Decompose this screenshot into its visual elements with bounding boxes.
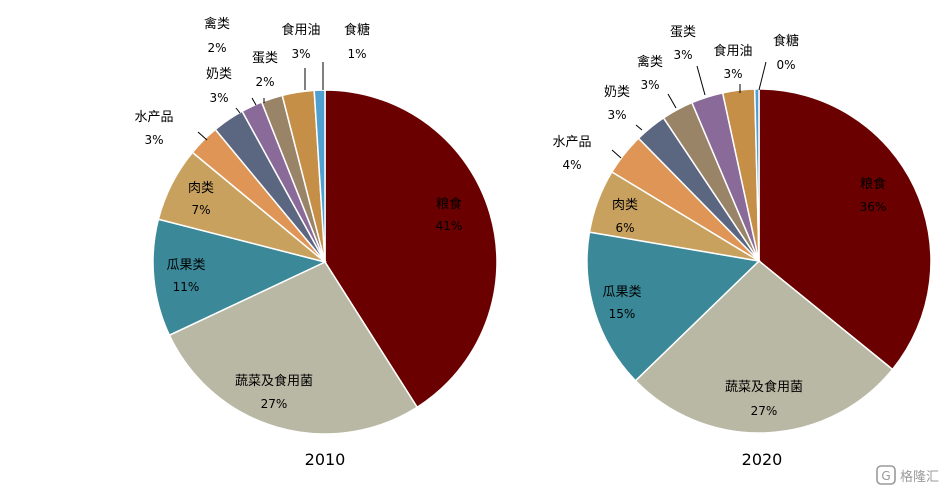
slice-label-2010-6: 蛋类: [252, 51, 278, 66]
slice-2020-1: [634, 259, 894, 434]
leader-line-2020-7: [696, 65, 706, 96]
slice-value-2010-0: 41%: [436, 219, 463, 233]
slice-label-2010-5: 奶类: [206, 67, 232, 82]
slice-value-2020-4: 4%: [562, 158, 581, 172]
caption-2020: 2020: [742, 450, 783, 469]
slice-value-2010-2: 11%: [173, 280, 200, 294]
slice-value-2020-5: 3%: [607, 108, 626, 122]
leader-line-2010-5: [235, 107, 241, 114]
slice-value-2010-6: 2%: [255, 75, 274, 89]
leader-line-2020-5: [635, 124, 643, 131]
slice-label-2020-2: 瓜果类: [602, 285, 641, 300]
slice-value-2020-3: 6%: [615, 221, 634, 235]
slice-label-2010-7: 禽类: [204, 16, 230, 32]
slice-2010-9: [313, 89, 326, 263]
slice-value-2010-4: 3%: [144, 133, 163, 147]
watermark: G 格隆汇: [876, 465, 939, 485]
slice-label-2020-4: 水产品: [552, 135, 591, 150]
slice-label-2010-4: 水产品: [134, 110, 173, 125]
leader-line-2010-7: [251, 97, 257, 106]
slice-label-2020-6: 禽类: [637, 54, 663, 70]
glh-logo-icon: G: [876, 465, 896, 485]
slice-label-2020-9: 食糖: [773, 33, 799, 49]
slice-label-2020-0: 粮食: [860, 176, 886, 192]
slice-label-2010-1: 蔬菜及食用菌: [235, 373, 313, 389]
slice-label-2020-3: 肉类: [612, 198, 638, 213]
slice-label-2010-2: 瓜果类: [166, 258, 205, 273]
slice-label-2010-8: 食用油: [281, 22, 320, 38]
slice-value-2020-0: 36%: [860, 200, 887, 214]
pie-chart-2010: 粮食 41% 蔬菜及食用菌 27% 瓜果类 11% 肉类 7% 水产品 3% 奶类 3% 蛋类 2% 禽类 2…: [134, 16, 498, 435]
slice-value-2010-5: 3%: [209, 91, 228, 105]
leader-line-2020-4: [611, 149, 622, 159]
slice-value-2010-9: 1%: [347, 47, 366, 61]
slice-2020-2: [586, 231, 761, 382]
slice-label-2010-3: 肉类: [188, 181, 214, 196]
slice-value-2020-9: 0%: [776, 58, 795, 72]
svg-text:G: G: [881, 469, 890, 483]
slice-2010-0: [324, 89, 498, 409]
slice-label-2020-5: 奶类: [604, 85, 630, 100]
slice-value-2020-1: 27%: [751, 404, 778, 418]
slice-value-2010-7: 2%: [207, 41, 226, 55]
slice-value-2020-2: 15%: [609, 307, 636, 321]
slice-value-2010-3: 7%: [191, 203, 210, 217]
slice-value-2020-8: 3%: [723, 67, 742, 81]
watermark-text: 格隆汇: [900, 469, 939, 485]
leader-line-2020-9: [758, 61, 767, 91]
slice-2010-1: [168, 261, 419, 435]
leader-line-2010-4: [197, 131, 208, 141]
slice-label-2020-7: 蛋类: [670, 25, 696, 40]
slice-value-2020-7: 3%: [673, 48, 692, 62]
slice-2020-0: [758, 88, 932, 371]
slice-2010-2: [152, 218, 328, 337]
pie-chart-2020: 粮食 36% 蔬菜及食用菌 27% 瓜果类 15% 肉类 6% 水产品 4% 奶类 3% 禽类 3% 蛋类 3…: [552, 25, 932, 434]
slice-value-2010-8: 3%: [291, 47, 310, 61]
slice-label-2010-0: 粮食: [436, 196, 462, 212]
caption-2010: 2010: [305, 450, 346, 469]
slice-label-2020-8: 食用油: [713, 43, 752, 59]
slice-value-2010-1: 27%: [261, 397, 288, 411]
slice-label-2010-9: 食糖: [344, 22, 370, 38]
slice-label-2020-1: 蔬菜及食用菌: [725, 379, 803, 395]
slice-value-2020-6: 3%: [640, 78, 659, 92]
leader-line-2020-6: [667, 93, 677, 109]
